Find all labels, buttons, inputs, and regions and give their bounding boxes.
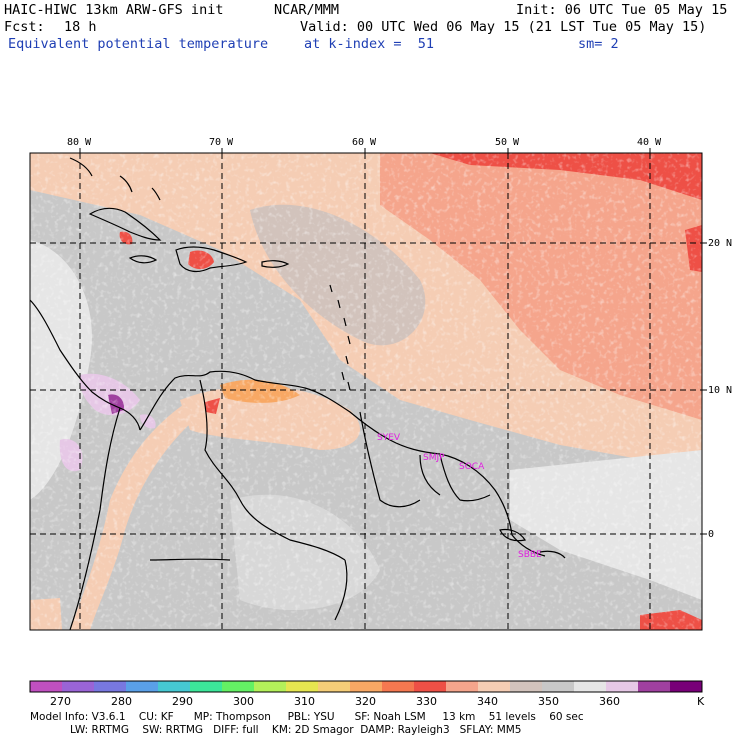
valid-time: Valid: 00 UTC Wed 06 May 15 (21 LST Tue …: [300, 19, 707, 35]
colorbar-swatch: [414, 681, 447, 692]
station-smjp: SMJP: [423, 453, 445, 463]
field-name: Equivalent potential temperature: [8, 36, 269, 52]
lon-label-70w: 70 W: [209, 137, 234, 148]
colorbar-label-340: 340: [477, 695, 498, 708]
colorbar-swatch: [254, 681, 287, 692]
colorbar-label-290: 290: [172, 695, 193, 708]
colorbar-swatch: [510, 681, 543, 692]
colorbar-swatch: [158, 681, 191, 692]
colorbar-swatch: [542, 681, 575, 692]
colorbar-swatch: [606, 681, 639, 692]
colorbar-swatch: [30, 681, 63, 692]
lat-label-20n: 20 N: [708, 238, 732, 249]
lon-label-40w: 40 W: [637, 137, 662, 148]
fcst-value: 18 h: [64, 19, 97, 35]
smoothing-label: sm= 2: [578, 36, 619, 52]
colorbar-swatch: [478, 681, 511, 692]
level-label: at k-index = 51: [304, 36, 435, 52]
station-syev: SYEV: [377, 433, 401, 443]
station-sbbe: SBBE: [518, 550, 542, 560]
colorbar-unit: K: [697, 695, 705, 708]
colorbar-swatch: [286, 681, 319, 692]
model-info-line2: LW: RRTMG SW: RRTMG DIFF: full KM: 2D Sm…: [70, 724, 522, 736]
lon-label-50w: 50 W: [495, 137, 520, 148]
colorbar-label-350: 350: [538, 695, 559, 708]
colorbar-label-270: 270: [50, 695, 71, 708]
theta-e-field: [30, 153, 702, 630]
axis-ticks: [79, 148, 707, 535]
colorbar-swatch: [638, 681, 671, 692]
colorbar-swatch: [446, 681, 479, 692]
colorbar-swatch: [318, 681, 351, 692]
colorbar-frame: [29, 680, 703, 693]
colorbar-swatch: [62, 681, 95, 692]
colorbar-swatch: [670, 681, 703, 692]
colorbar-label-360: 360: [599, 695, 620, 708]
lon-label-80w: 80 W: [67, 137, 92, 148]
coastlines: [30, 157, 566, 630]
colorbar-label-300: 300: [233, 695, 254, 708]
model-info-line1: Model Info: V3.6.1 CU: KF MP: Thompson P…: [30, 711, 584, 723]
model-title: HAIC-HIWC 13km ARW-GFS init: [4, 2, 224, 18]
map-frame: [29, 152, 703, 631]
colorbar-label-320: 320: [355, 695, 376, 708]
fcst-label: Fcst:: [4, 19, 45, 35]
init-time: Init: 06 UTC Tue 05 May 15: [516, 2, 728, 18]
colorbar-label-280: 280: [111, 695, 132, 708]
org-label: NCAR/MMM: [274, 2, 340, 18]
colorbar-label-310: 310: [294, 695, 315, 708]
station-soca: SOCA: [459, 462, 485, 472]
graticule: [30, 153, 702, 630]
lat-label-10n: 10 N: [708, 385, 732, 396]
lat-label-eq: 0: [708, 529, 714, 540]
colorbar-swatch: [382, 681, 415, 692]
colorbar-swatch: [222, 681, 255, 692]
colorbar-swatch: [350, 681, 383, 692]
colorbar-swatch: [574, 681, 607, 692]
lon-label-60w: 60 W: [352, 137, 377, 148]
colorbar-swatch: [190, 681, 223, 692]
colorbar-label-330: 330: [416, 695, 437, 708]
colorbar-swatch: [126, 681, 159, 692]
colorbar: [29, 680, 703, 693]
colorbar-swatch: [94, 681, 127, 692]
